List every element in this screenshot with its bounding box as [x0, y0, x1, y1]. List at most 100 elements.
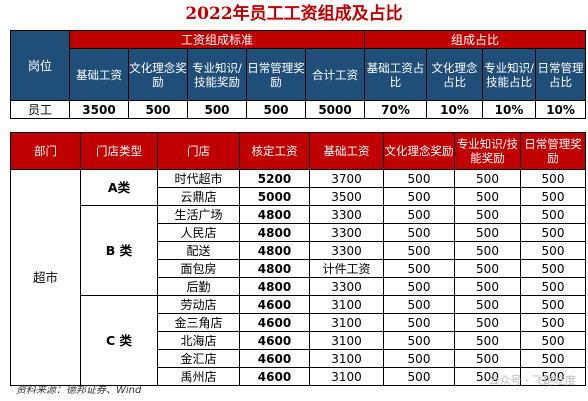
- cell-culture: 500: [383, 349, 455, 368]
- cell-base: 3100: [309, 349, 384, 368]
- top-value-cell: 10%: [426, 100, 484, 119]
- cell-daily: 500: [520, 349, 586, 368]
- table-row: 配送 4800 3300 500 500 500: [11, 241, 586, 260]
- store-col-header: 核定工资: [239, 132, 310, 170]
- top-value-cell: 10%: [535, 100, 587, 119]
- top-value-cell: 5000: [304, 100, 366, 119]
- top-col-header: 基础工资占比: [364, 48, 428, 101]
- cell-base: 3500: [309, 187, 384, 206]
- cell-skill: 500: [454, 313, 521, 332]
- cell-skill: 500: [454, 331, 521, 350]
- top-value-cell: 500: [187, 100, 247, 119]
- ratio-group-header: 组成占比: [364, 30, 587, 49]
- store-type-cell: C 类: [80, 295, 158, 386]
- cell-base: 3100: [309, 367, 384, 386]
- cell-skill: 500: [454, 187, 521, 206]
- table-row: 面包房 4800 计件工资 500 500 500: [11, 259, 586, 278]
- cell-culture: 500: [383, 241, 455, 260]
- top-col-header: 文化理念奖励: [128, 48, 188, 101]
- cell-daily: 500: [520, 295, 586, 314]
- cell-daily: 500: [520, 313, 586, 332]
- cell-culture: 500: [383, 205, 455, 224]
- cell-store: 云鼎店: [157, 187, 240, 206]
- row-label-employee: 员工: [10, 100, 70, 119]
- top-value-cell: 500: [128, 100, 188, 119]
- store-salary-table: 部门 门店类型 门店 核定工资 基础工资 文化理念奖励 专业知识/技能奖励 日常管理奖励 超市…: [10, 132, 586, 386]
- store-col-header: 部门: [10, 132, 81, 170]
- department-cell: 超市: [10, 169, 81, 386]
- top-value-cell: 10%: [482, 100, 537, 119]
- cell-daily: 500: [520, 169, 586, 188]
- top-col-header: 日常管理奖励: [246, 48, 306, 101]
- cell-approved: 4800: [239, 259, 310, 278]
- cell-approved: 5000: [239, 187, 310, 206]
- cell-daily: 500: [520, 187, 586, 206]
- cell-store: 金三角店: [157, 313, 240, 332]
- table-row: 云鼎店 5000 3500 500 500 500: [11, 187, 586, 206]
- cell-store: 配送: [157, 241, 240, 260]
- cell-store: 人民店: [157, 223, 240, 242]
- cell-approved: 4800: [239, 241, 310, 260]
- store-col-header: 基础工资: [309, 132, 384, 170]
- cell-daily: 500: [520, 259, 586, 278]
- store-type-cell: A类: [80, 169, 158, 206]
- cell-culture: 500: [383, 187, 455, 206]
- store-col-header: 文化理念奖励: [383, 132, 455, 170]
- cell-base: 3700: [309, 169, 384, 188]
- cell-culture: 500: [383, 259, 455, 278]
- post-header: 岗位: [10, 30, 70, 101]
- cell-approved: 4600: [239, 295, 310, 314]
- page-title: 2022年员工工资组成及占比: [185, 4, 403, 24]
- cell-daily: 500: [520, 205, 586, 224]
- cell-culture: 500: [383, 277, 455, 296]
- cell-culture: 500: [383, 223, 455, 242]
- cell-base: 3100: [309, 313, 384, 332]
- cell-store: 时代超市: [157, 169, 240, 188]
- store-type-cell: B 类: [80, 205, 158, 296]
- cell-culture: 500: [383, 331, 455, 350]
- cell-base: 3300: [309, 205, 384, 224]
- table-row: B 类生活广场 4800 3300 500 500 500: [11, 205, 586, 296]
- table-row: 禹州店 4600 3100 500 500 500: [11, 367, 586, 386]
- cell-base: 3300: [309, 241, 384, 260]
- cell-skill: 500: [454, 241, 521, 260]
- cell-store: 北海店: [157, 331, 240, 350]
- store-col-header: 门店类型: [80, 132, 158, 170]
- top-col-header: 专业知识/技能奖励: [187, 48, 247, 101]
- salary-standard-group-header: 工资组成标准: [68, 30, 366, 49]
- cell-base: 3300: [309, 223, 384, 242]
- cell-base: 计件工资: [309, 259, 384, 278]
- cell-skill: 500: [454, 259, 521, 278]
- cell-store: 生活广场: [157, 205, 240, 224]
- cell-store: 后勤: [157, 277, 240, 296]
- cell-culture: 500: [383, 367, 455, 386]
- cell-skill: 500: [454, 277, 521, 296]
- cell-skill: 500: [454, 205, 521, 224]
- cell-store: 劳动店: [157, 295, 240, 314]
- cell-approved: 4600: [239, 331, 310, 350]
- top-col-header: 文化理念占比: [426, 48, 484, 101]
- top-col-header: 专业知识/技能占比: [482, 48, 537, 101]
- cell-skill: 500: [454, 367, 521, 386]
- top-value-cell: 500: [246, 100, 306, 119]
- cell-skill: 500: [454, 349, 521, 368]
- cell-base: 3300: [309, 277, 384, 296]
- cell-daily: 500: [520, 331, 586, 350]
- cell-culture: 500: [383, 295, 455, 314]
- table-row: C 类劳动店 4600 3100 500 500 500: [11, 295, 586, 386]
- cell-culture: 500: [383, 169, 455, 188]
- cell-approved: 4600: [239, 349, 310, 368]
- cell-daily: 500: [520, 367, 586, 386]
- cell-base: 3100: [309, 331, 384, 350]
- cell-approved: 4800: [239, 223, 310, 242]
- salary-composition-table: 岗位 工资组成标准 组成占比 基础工资 文化理念奖励 专业知识/技能奖励 日常管理奖励…: [10, 30, 587, 119]
- cell-approved: 4600: [239, 313, 310, 332]
- cell-store: 禹州店: [157, 367, 240, 386]
- cell-approved: 4800: [239, 205, 310, 224]
- top-value-cell: 70%: [364, 100, 428, 119]
- top-col-header: 日常管理占比: [535, 48, 587, 101]
- cell-skill: 500: [454, 295, 521, 314]
- cell-approved: 4600: [239, 367, 310, 386]
- table-row: 金汇店 4600 3100 500 500 500: [11, 349, 586, 368]
- cell-daily: 500: [520, 241, 586, 260]
